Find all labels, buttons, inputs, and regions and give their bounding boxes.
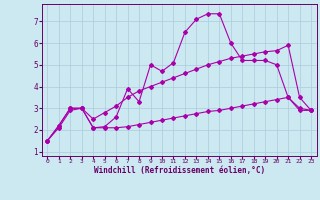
X-axis label: Windchill (Refroidissement éolien,°C): Windchill (Refroidissement éolien,°C)	[94, 166, 265, 175]
